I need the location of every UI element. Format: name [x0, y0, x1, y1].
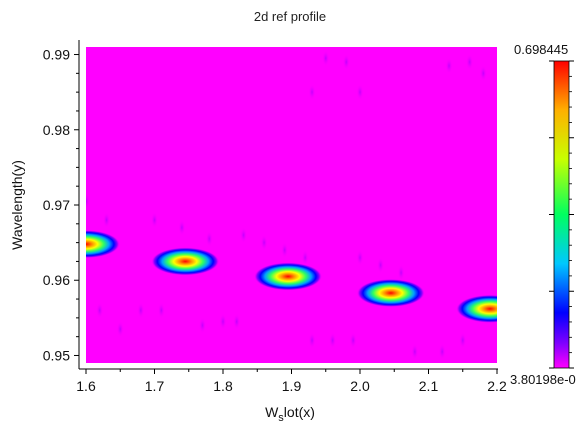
- x-label-main: W: [265, 404, 279, 420]
- colorbar: 0.698445 3.80198e-0: [510, 42, 576, 387]
- x-axis-label: Wslot(x): [265, 404, 315, 424]
- x-tick-label: 1.8: [213, 378, 233, 394]
- peak-2: [151, 247, 220, 276]
- minor-spot: [116, 321, 124, 338]
- colorbar-max-label: 0.698445: [514, 42, 568, 57]
- y-tick-label: 0.97: [43, 197, 70, 213]
- minor-spot: [137, 302, 145, 319]
- minor-spot: [151, 212, 158, 229]
- x-tick-label: 1.7: [145, 378, 165, 394]
- x-tick-label: 1.9: [282, 378, 302, 394]
- colorbar-ticks: [549, 60, 574, 369]
- x-tick-label: 2.0: [350, 378, 370, 394]
- minor-spot: [308, 84, 316, 101]
- minor-spot: [377, 257, 385, 274]
- minor-spot: [466, 54, 474, 71]
- minor-spot: [205, 230, 213, 247]
- minor-spot: [240, 227, 248, 244]
- x-tick-label: 2.2: [487, 378, 507, 394]
- x-tick-label: 1.6: [76, 378, 96, 394]
- plot-area: [86, 47, 497, 363]
- minor-spot: [479, 65, 487, 82]
- minor-spot: [438, 343, 446, 360]
- minor-spots-layer: [86, 50, 487, 360]
- minor-spot: [356, 84, 364, 101]
- minor-spot: [86, 193, 90, 210]
- minor-spot: [198, 317, 206, 334]
- minor-spot: [459, 332, 467, 349]
- minor-spot: [329, 332, 337, 349]
- x-label-sub: s: [278, 412, 284, 424]
- y-axis-label: Wavelength(y): [9, 160, 25, 250]
- x-label-rest: lot(x): [284, 404, 315, 420]
- peak-5: [456, 294, 497, 323]
- peaks-layer: [86, 230, 497, 323]
- y-tick-label: 0.98: [43, 122, 70, 138]
- minor-spot: [445, 57, 453, 74]
- peak-3: [254, 262, 323, 291]
- colorbar-gradient: [554, 61, 569, 368]
- y-tick-label: 0.96: [43, 272, 70, 288]
- chart-title: 2d ref profile: [254, 9, 326, 24]
- minor-spot: [356, 249, 364, 266]
- minor-spot: [260, 234, 268, 251]
- minor-spot: [157, 302, 165, 319]
- minor-spot: [411, 343, 419, 360]
- minor-spot: [349, 332, 357, 349]
- peak-4: [356, 279, 425, 308]
- minor-spot: [342, 54, 350, 71]
- x-axis-ticks: 1.6 1.7 1.8 1.9 2.0 2.1 2.2: [76, 369, 507, 394]
- minor-spot: [96, 302, 104, 319]
- minor-spot: [103, 212, 111, 229]
- minor-spot: [301, 249, 309, 266]
- y-tick-label: 0.95: [43, 347, 70, 363]
- y-tick-label: 0.99: [43, 47, 70, 63]
- minor-spot: [233, 313, 241, 330]
- minor-spot: [219, 313, 227, 330]
- minor-spot: [281, 242, 289, 259]
- y-axis-ticks: 0.95 0.96 0.97 0.98 0.99: [43, 47, 79, 363]
- colorbar-min-label: 3.80198e-0: [510, 372, 576, 387]
- heatmap-background: [86, 47, 497, 363]
- peak-1: [86, 230, 120, 259]
- minor-spot: [308, 332, 316, 349]
- minor-spot: [322, 50, 330, 67]
- minor-spot: [178, 219, 186, 236]
- x-tick-label: 2.1: [419, 378, 439, 394]
- minor-spot: [397, 264, 405, 281]
